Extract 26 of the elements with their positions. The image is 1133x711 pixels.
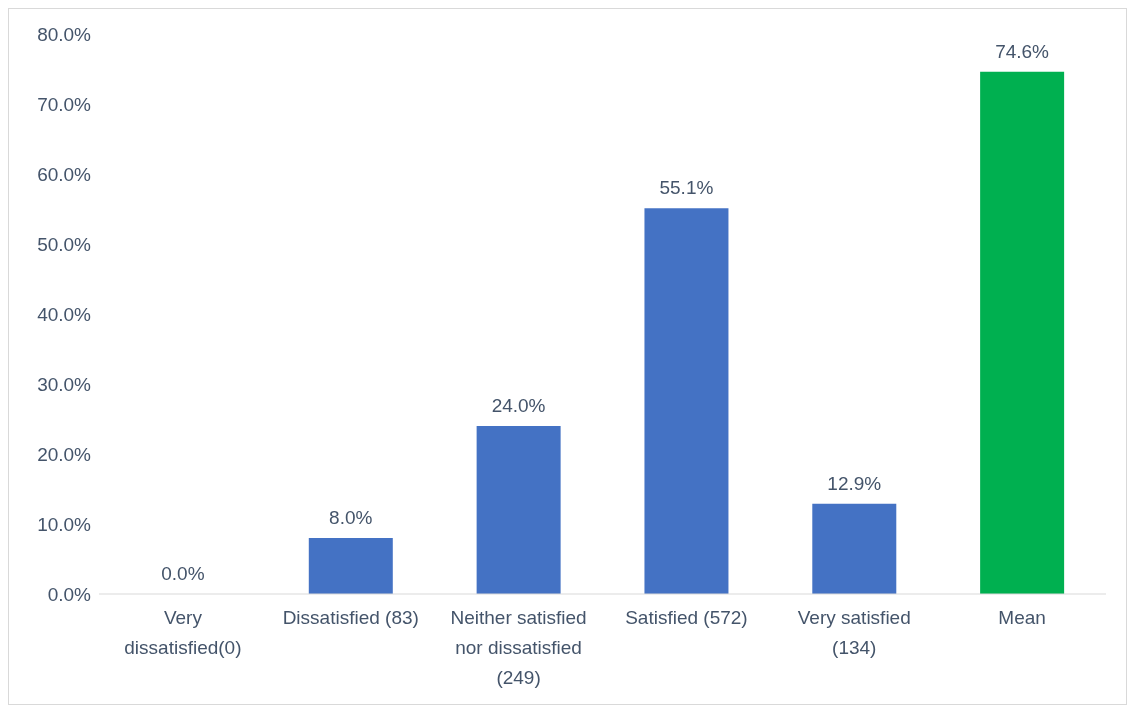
x-tick-label: Very satisfied (134) [797, 607, 911, 658]
bar [308, 538, 393, 594]
bar [476, 426, 561, 594]
x-tick-label: Neither satisfied nor dissatisfied (249) [450, 607, 587, 688]
y-tick-label: 60.0% [37, 163, 92, 185]
data-label: 55.1% [659, 177, 714, 199]
y-tick-label: 70.0% [37, 93, 92, 115]
data-label: 74.6% [995, 40, 1050, 62]
x-tick-label: Dissatisfied (83) [282, 607, 419, 628]
y-tick-label: 80.0% [37, 23, 92, 45]
y-tick-label: 20.0% [37, 443, 92, 465]
y-tick-label: 40.0% [37, 303, 92, 325]
bar [812, 503, 897, 594]
y-tick-label: 50.0% [37, 233, 92, 255]
y-tick-label: 30.0% [37, 373, 92, 395]
y-tick-label: 10.0% [37, 513, 92, 535]
bar [980, 71, 1065, 594]
x-tick-label: Mean [998, 607, 1046, 628]
y-tick-label: 0.0% [47, 583, 92, 605]
data-label: 24.0% [491, 395, 546, 416]
data-label: 0.0% [161, 563, 205, 584]
data-label: 8.0% [329, 507, 373, 528]
bar [644, 208, 729, 594]
x-tick-label: Satisfied (572) [625, 607, 748, 628]
x-tick-label: Very dissatisfied(0) [124, 607, 242, 658]
data-label: 12.9% [827, 472, 882, 494]
